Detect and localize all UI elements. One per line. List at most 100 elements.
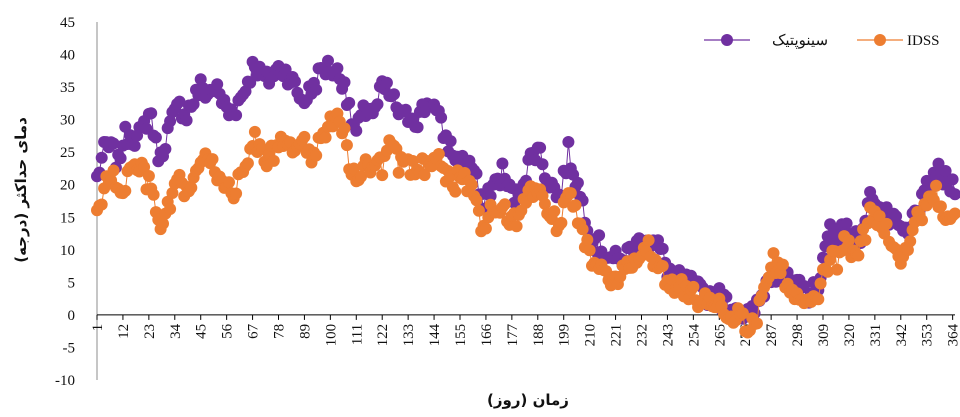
data-point: [371, 98, 384, 111]
data-point: [147, 188, 160, 201]
data-point: [149, 131, 162, 144]
data-point: [569, 199, 582, 212]
data-point: [343, 96, 356, 109]
data-point: [230, 187, 243, 200]
data-point: [916, 214, 928, 227]
data-point: [548, 205, 561, 218]
y-tick-label: 40: [60, 48, 75, 64]
x-tick-label: 243: [660, 324, 676, 347]
x-tick-label: 45: [194, 324, 210, 339]
x-tick-label: 188: [531, 324, 547, 347]
data-point: [164, 203, 177, 215]
x-tick-label: 221: [609, 324, 625, 347]
data-point: [180, 114, 193, 127]
data-point: [949, 188, 960, 201]
data-point: [230, 109, 243, 122]
data-point: [223, 176, 235, 189]
data-point: [406, 155, 419, 167]
data-point: [932, 157, 945, 170]
x-tick-label: 342: [894, 324, 910, 347]
data-point: [392, 166, 405, 179]
data-point: [350, 124, 363, 137]
x-tick-label: 177: [505, 323, 521, 346]
legend-label-idss: IDSS: [907, 33, 940, 49]
data-point: [432, 148, 445, 160]
x-tick-label: 254: [686, 323, 702, 346]
data-point: [534, 141, 547, 154]
data-point: [751, 317, 763, 330]
data-point: [484, 190, 497, 203]
data-point: [472, 204, 485, 217]
x-tick-label: 67: [246, 323, 262, 339]
x-tick-label: 34: [168, 323, 184, 339]
data-point: [206, 153, 219, 166]
data-point: [656, 242, 669, 255]
data-point: [319, 131, 332, 144]
y-tick-label: 0: [68, 308, 76, 324]
x-tick-label: 232: [635, 324, 651, 347]
data-point: [814, 277, 827, 290]
x-tick-label: 155: [453, 324, 469, 347]
x-tick-label: 309: [816, 324, 832, 347]
data-point: [946, 173, 959, 186]
data-point: [831, 263, 844, 276]
y-tick-label: 35: [60, 80, 75, 96]
data-point: [852, 249, 865, 262]
data-point: [904, 235, 917, 248]
data-point: [859, 234, 872, 246]
data-point: [279, 63, 292, 76]
x-tick-label: 353: [920, 324, 936, 347]
data-point: [347, 162, 360, 175]
x-tick-label: 287: [764, 323, 780, 346]
y-tick-label: -10: [55, 373, 75, 389]
y-tick-label: 15: [60, 210, 75, 226]
x-tick-label: 100: [323, 324, 339, 347]
x-tick-label: 210: [583, 324, 599, 347]
data-point: [536, 158, 549, 171]
data-point: [538, 197, 551, 210]
data-point: [840, 217, 853, 230]
data-point: [498, 198, 511, 211]
x-tick-label: 12: [116, 324, 132, 339]
legend-item-idss: IDSS: [857, 33, 940, 49]
series-idss: [91, 107, 960, 339]
x-tick-labels: 1 12 23 34 45 56 67 78 89 100 111 122 133 144 155 166 17…: [90, 314, 960, 347]
data-point: [930, 179, 943, 192]
legend-item-synoptic: سینوپتیک: [704, 33, 828, 49]
data-point: [128, 139, 141, 152]
data-point: [248, 125, 261, 138]
data-point: [322, 54, 334, 67]
x-tick-label: 111: [349, 324, 365, 345]
data-point: [812, 293, 825, 306]
data-point: [934, 200, 947, 213]
data-point: [157, 217, 169, 230]
data-point: [187, 98, 200, 111]
y-tick-label: 30: [60, 113, 75, 129]
data-point: [355, 170, 367, 183]
data-point: [380, 76, 393, 89]
data-point: [95, 151, 108, 164]
y-tick-label: 5: [68, 275, 76, 291]
data-point: [166, 187, 179, 199]
data-point: [444, 135, 457, 148]
data-point: [211, 78, 224, 91]
legend: سینوپتیک IDSS: [704, 33, 940, 49]
data-point: [642, 234, 655, 247]
data-point: [164, 115, 177, 128]
x-tick-label: 122: [375, 324, 391, 347]
data-point: [776, 258, 789, 271]
legend-label-synoptic: سینوپتیک: [772, 33, 828, 49]
data-point: [388, 88, 400, 101]
data-point: [310, 83, 323, 96]
data-point: [449, 185, 462, 198]
y-tick-label: 10: [60, 243, 75, 259]
data-point: [338, 122, 351, 135]
data-point: [510, 220, 523, 233]
x-tick-label: 166: [479, 323, 495, 346]
data-point: [581, 233, 594, 246]
series-group: [91, 54, 960, 339]
data-point: [340, 139, 353, 152]
x-tick-label: 298: [790, 324, 806, 347]
data-point: [562, 136, 575, 148]
